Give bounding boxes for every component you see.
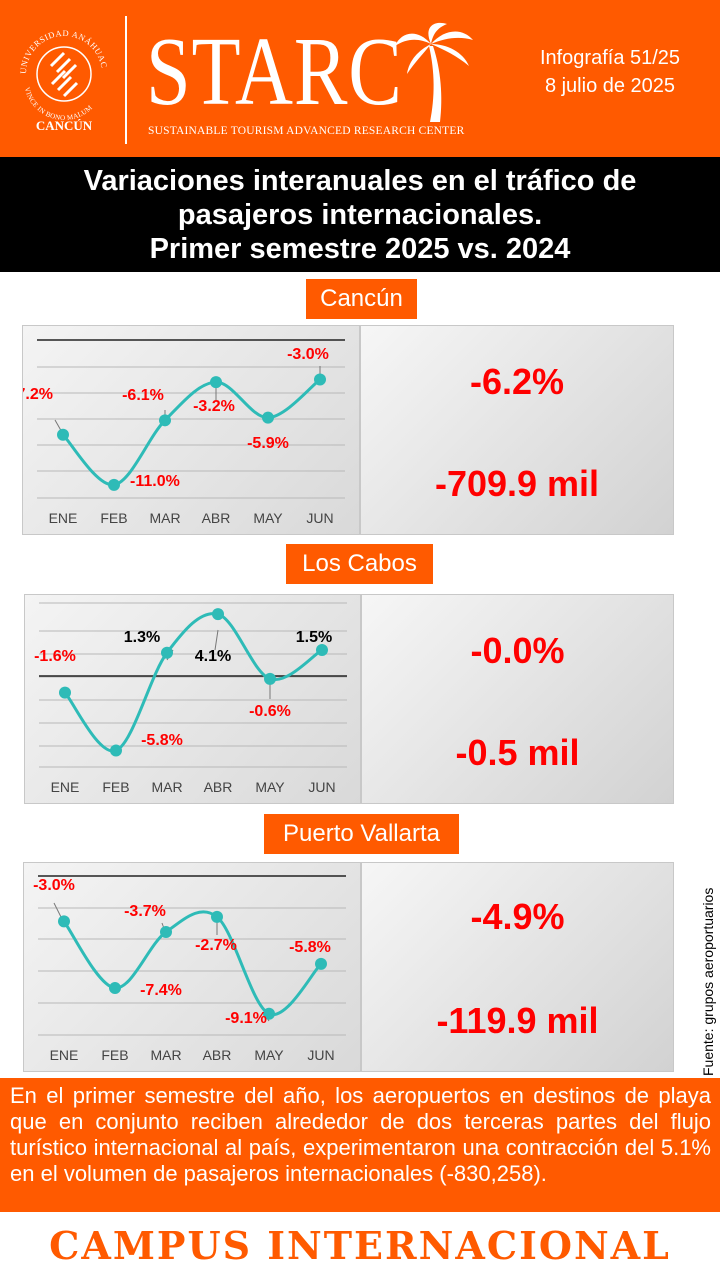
data-point-ene: [58, 915, 70, 928]
chart-panel-puerto-vallarta: ENE FEB MAR ABR MAY JUN -3.0% -7.4% -3.7% -2.7% -9…: [23, 862, 361, 1072]
data-label-mar: -3.7%: [124, 903, 166, 920]
issue-info: Infografía 51/25 8 julio de 2025: [510, 44, 710, 100]
data-point-may: [263, 1007, 275, 1020]
data-label-mar: 1.3%: [124, 629, 160, 646]
brand-tagline: SUSTAINABLE TOURISM ADVANCED RESEARCH CE…: [148, 125, 465, 137]
x-tick-label-ene: ENE: [49, 510, 78, 526]
data-point-abr: [211, 910, 223, 923]
x-tick-label-ene: ENE: [51, 779, 80, 795]
data-label-feb: -5.8%: [141, 732, 183, 749]
data-label-ene: -3.0%: [33, 877, 75, 894]
data-label-jun: 1.5%: [296, 629, 332, 646]
x-tick-label-feb: FEB: [100, 510, 127, 526]
source-note: Fuente: grupos aeroportuarios: [700, 887, 716, 1076]
title-line-2: pasajeros internacionales.: [177, 199, 543, 231]
data-label-ene: -1.6%: [34, 648, 76, 665]
summary-paragraph: En el primer semestre del año, los aerop…: [0, 1078, 720, 1212]
summary-absolute-cancun: -709.9 mil: [434, 463, 600, 504]
data-point-ene: [57, 428, 69, 441]
x-tick-label-may: MAY: [255, 779, 285, 795]
line-chart-los-cabos: ENE FEB MAR ABR MAY JUN -1.6% -5.8% 1.3% 4.1% -0.6…: [34, 602, 347, 795]
summary-panel-cancun: -6.2% -709.9 mil: [360, 325, 674, 535]
x-tick-label-abr: ABR: [203, 1047, 232, 1063]
x-tick-label-feb: FEB: [101, 1047, 128, 1063]
summary-panel-los-cabos: -0.0% -0.5 mil: [361, 594, 674, 804]
data-point-mar: [159, 414, 171, 427]
svg-text:CANCÚN: CANCÚN: [36, 118, 93, 133]
brand-wordmark: STARC: [146, 18, 403, 126]
data-point-jun: [314, 373, 326, 386]
series-line: [63, 612, 323, 753]
data-label-feb: -7.4%: [140, 982, 182, 999]
data-point-abr: [212, 608, 224, 621]
data-point-mar: [160, 926, 172, 939]
header-divider: [125, 16, 127, 144]
line-chart-puerto-vallarta: ENE FEB MAR ABR MAY JUN -3.0% -7.4% -3.7% -2.7% -9…: [33, 875, 346, 1063]
label-leader-3: [214, 629, 219, 651]
chart-panel-los-cabos: ENE FEB MAR ABR MAY JUN -1.6% -5.8% 1.3% 4.1% -0.6…: [24, 594, 361, 804]
title-line-1: Variaciones interanuales en el tráfico d…: [83, 165, 637, 197]
data-point-abr: [210, 376, 222, 389]
city-label-los-cabos: Los Cabos: [286, 544, 433, 584]
x-tick-label-jun: JUN: [306, 510, 333, 526]
data-point-mar: [161, 646, 173, 659]
x-tick-label-jun: JUN: [307, 1047, 334, 1063]
x-tick-label-abr: ABR: [202, 510, 231, 526]
issue-date: 8 julio de 2025: [544, 75, 676, 97]
x-tick-label-mar: MAR: [150, 1047, 181, 1063]
summary-percent-cancun: -6.2%: [469, 361, 565, 402]
line-chart-cancun: ENE FEB MAR ABR MAY JUN -7.2% -11.0% -6.1% -3.2% -…: [23, 339, 345, 526]
summary-percent-puerto-vallarta: -4.9%: [470, 896, 565, 937]
data-label-may: -0.6%: [249, 703, 291, 720]
summary-absolute-los-cabos: -0.5 mil: [455, 732, 580, 773]
data-label-ene: -7.2%: [23, 386, 53, 403]
infographic-title: Variaciones interanuales en el tráfico d…: [0, 157, 720, 272]
city-label-cancun: Cancún: [306, 279, 417, 319]
data-label-may: -9.1%: [225, 1010, 267, 1027]
series-line: [62, 910, 323, 1017]
x-tick-label-ene: ENE: [50, 1047, 79, 1063]
data-point-feb: [108, 478, 120, 491]
summary-percent-los-cabos: -0.0%: [470, 630, 565, 671]
data-label-may: -5.9%: [247, 435, 289, 452]
data-label-jun: -5.8%: [289, 939, 331, 956]
x-tick-label-mar: MAR: [149, 510, 180, 526]
x-tick-label-mar: MAR: [151, 779, 182, 795]
footer-campus-label: CAMPUS INTERNACIONAL: [49, 1223, 671, 1268]
header-banner: UNIVERSIDAD ANÁHUAC VINCE IN BONO MALUM …: [0, 0, 720, 157]
data-point-jun: [315, 957, 327, 970]
data-point-ene: [59, 686, 71, 699]
data-label-abr: 4.1%: [195, 648, 231, 665]
data-point-may: [264, 672, 276, 685]
data-point-feb: [109, 982, 121, 995]
university-seal-logo: UNIVERSIDAD ANÁHUAC VINCE IN BONO MALUM …: [18, 28, 109, 133]
x-tick-label-feb: FEB: [102, 779, 129, 795]
chart-panel-cancun: ENE FEB MAR ABR MAY JUN -7.2% -11.0% -6.1% -3.2% -…: [22, 325, 360, 535]
x-tick-label-abr: ABR: [204, 779, 233, 795]
summary-panel-puerto-vallarta: -4.9% -119.9 mil: [361, 862, 674, 1072]
title-line-3: Primer semestre 2025 vs. 2024: [149, 233, 571, 265]
data-label-abr: -3.2%: [193, 398, 235, 415]
palm-tree-icon: [395, 22, 473, 122]
x-tick-label-may: MAY: [254, 1047, 284, 1063]
data-point-jun: [316, 643, 328, 656]
data-point-feb: [110, 744, 122, 757]
data-point-may: [262, 411, 274, 424]
x-tick-label-may: MAY: [253, 510, 283, 526]
data-label-feb: -11.0%: [130, 473, 180, 490]
data-label-abr: -2.7%: [195, 937, 237, 954]
series-line: [61, 378, 321, 487]
data-label-jun: -3.0%: [287, 346, 329, 363]
city-label-puerto-vallarta: Puerto Vallarta: [264, 814, 459, 854]
data-label-mar: -6.1%: [122, 387, 164, 404]
issue-number: Infografía 51/25: [539, 47, 681, 69]
summary-absolute-puerto-vallarta: -119.9 mil: [436, 1000, 599, 1041]
x-tick-label-jun: JUN: [308, 779, 335, 795]
